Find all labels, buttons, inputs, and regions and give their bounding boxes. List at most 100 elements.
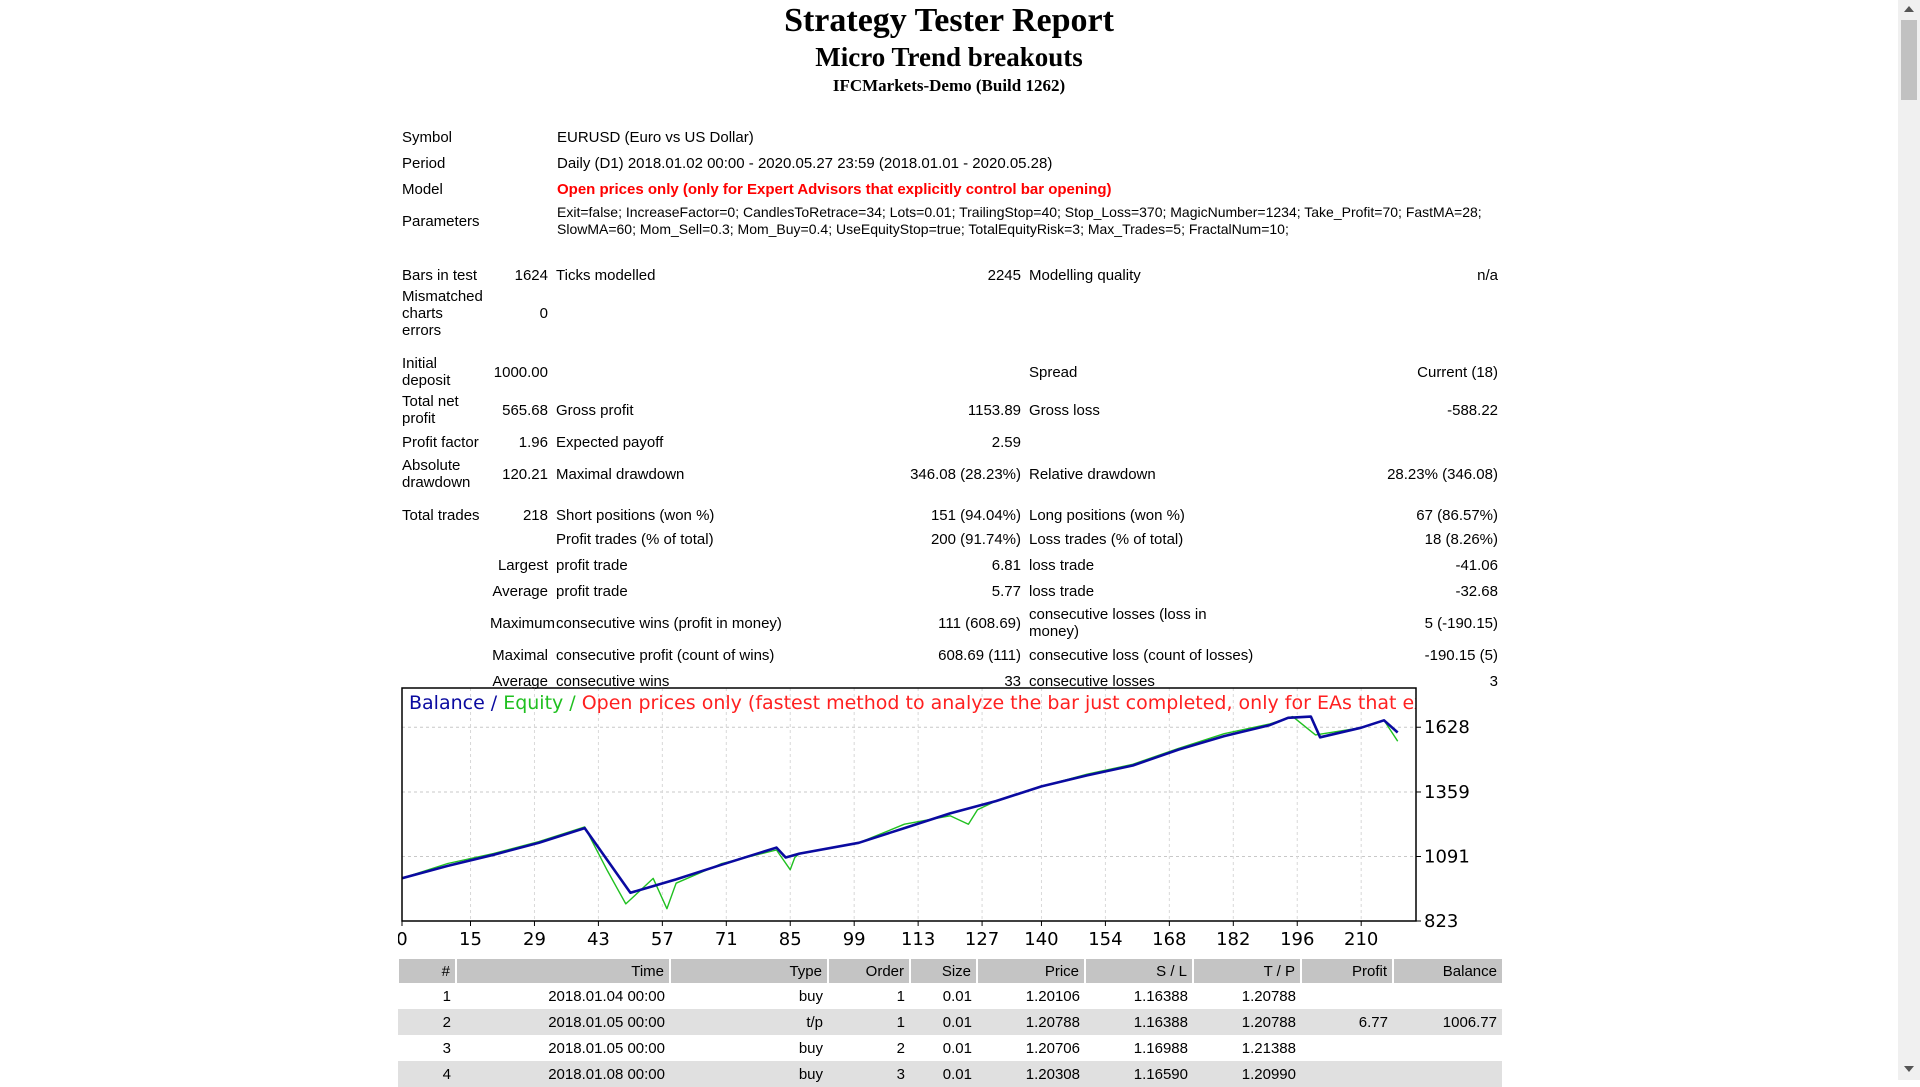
stats-cell: loss trade [1029,582,1095,600]
stats-cell: 5.77 [991,582,1021,600]
report-subtitle: Micro Trend breakouts [815,42,1083,72]
stats-cell: Average [492,672,548,690]
stats-cell: 1000.00 [493,363,548,381]
setting-value: Exit=false; IncreaseFactor=0; CandlesToR… [557,204,1482,237]
stats-cell: 120.21 [502,465,548,483]
trade-cell: 6.77 [1301,1009,1393,1035]
trade-cell: 2 [398,1009,456,1035]
stats-cell: -41.06 [1455,556,1498,574]
chart-frame [401,687,1417,922]
x-tick-label: 71 [715,929,738,950]
trade-cell: 1.20788 [977,1009,1085,1035]
stats-cell: Long positions (won %) [1029,507,1185,524]
stats-cell: Ticks modelled [556,267,656,284]
stats-cell: Largest [497,556,548,574]
stats-row: Largest profit trade 6.81 loss trade -41.06 [398,552,1502,578]
stats-cell: Absolute drawdown [402,457,471,491]
trade-cell: 0.01 [942,987,972,1005]
stats-cell: consecutive wins (profit in money) [556,614,782,632]
stats-cell: Profit factor [402,433,479,451]
scrollbar[interactable] [1898,0,1920,1080]
trade-cell: buy [670,1061,828,1087]
trade-cell: buy [798,1039,823,1057]
stats-cell [787,286,1025,341]
stats-cell: Maximal [492,646,548,664]
trade-cell: 0.01 [910,1009,977,1035]
x-tick-label: 57 [651,929,674,950]
stats-cell: Spread [1029,363,1078,381]
stats-cell [398,526,486,552]
legend-entry: / [569,692,576,714]
scroll-up[interactable] [1904,6,1914,12]
stats-cell [552,341,787,391]
stats-cell: 3 [1489,672,1498,690]
server: IFCMarkets-Demo (Build 1262) [832,76,1066,95]
stats-cell: 2245 [987,267,1021,284]
stats-cell: 5 (-190.15) [1424,614,1498,632]
settings-row: Model Open prices only (only for Expert A… [398,176,1502,202]
stats-cell [398,552,486,578]
column-header: Profit [1300,959,1393,983]
stats-cell: consecutive profit (count of wins) [556,646,775,664]
trade-cell: 3 [828,1061,910,1087]
setting-value: Open prices only (only for Expert Adviso… [557,180,1112,198]
settings-row: Period Daily (D1) 2018.01.02 00:00 - 2020… [398,150,1502,176]
trade-cell [1301,1035,1393,1061]
scroll-thumb[interactable] [1901,20,1917,100]
stats-cell: Maximum [490,614,556,632]
stats-cell: consecutive losses [1029,672,1155,690]
stats-cell [1025,286,1260,341]
legend: Balance / Equity / Open prices only (fastest… [409,692,1518,714]
x-tick-label: 29 [523,929,546,950]
setting-label: Period [402,154,446,172]
stats-cell: Current (18) [1417,363,1498,381]
x-tick-label: 0 [398,929,408,950]
column-header: Balance [1392,959,1502,983]
trade-cell: 1.20990 [1193,1061,1301,1087]
trade-cell [1301,1061,1393,1087]
stats-cell: 33 [1004,672,1021,690]
x-tick-label: 43 [587,929,610,950]
stats-row: Profit trades (% of total) 200 (91.74%) Lo… [398,526,1502,552]
stats-cell: Maximal drawdown [556,465,685,483]
stats-row: Initial deposit 1000.00 Spread Current (18) [398,341,1502,391]
stats-row: Average profit trade 5.77 loss trade -32.68 [398,578,1502,604]
stats-cell: 1624 [514,267,548,284]
trade-cell: 1 [896,987,905,1005]
stats-cell: -32.68 [1455,582,1498,600]
stats-cell [398,578,486,604]
x-tick-label: 99 [843,929,866,950]
x-tick-label: 210 [1344,929,1378,950]
settings-row: Parameters Exit=false; IncreaseFactor=0; … [398,202,1502,240]
stats-cell: 28.23% (346.08) [1387,465,1498,483]
x-tick-label: 140 [1024,929,1058,950]
setting-label: Symbol [402,128,453,146]
x-tick-label: 168 [1152,929,1186,950]
stats-cell: Short positions (won %) [556,507,715,524]
trade-row: 4 2018.01.08 00:00 buy 3 0.01 1.20308 1.16590 1… [398,1061,1502,1087]
stats-cell: 608.69 (111) [938,646,1021,664]
trade-cell: 1 [442,987,451,1005]
stats-cell: 67 (86.57%) [1416,507,1498,524]
stats-cell: Loss trades (% of total) [1029,530,1184,548]
y-tick-label: 823 [1424,911,1458,932]
column-header: Price [976,959,1085,983]
x-tick-label: 154 [1088,929,1122,950]
legend-entry: Open prices only (fastest method to anal… [582,692,1518,714]
x-tick-label: 182 [1216,929,1250,950]
stats-cell: 346.08 (28.23%) [910,465,1021,483]
stats-cell: 2.59 [991,433,1021,451]
stats-cell [1025,429,1260,455]
stats-cell [398,604,486,642]
stats-row: Total trades 218 Short positions (won %) 15… [398,493,1502,526]
stats-row: Absolute drawdown 120.21 Maximal drawdown 3… [398,455,1502,493]
x-tick-label: 85 [779,929,802,950]
column-header: Type [669,959,828,983]
stats-cell: 1.96 [518,433,548,451]
trade-cell: 2018.01.05 00:00 [548,1039,665,1057]
stats-cell: 218 [522,507,548,524]
legend-entry: Equity [503,692,563,714]
scroll-down[interactable] [1904,1066,1914,1072]
